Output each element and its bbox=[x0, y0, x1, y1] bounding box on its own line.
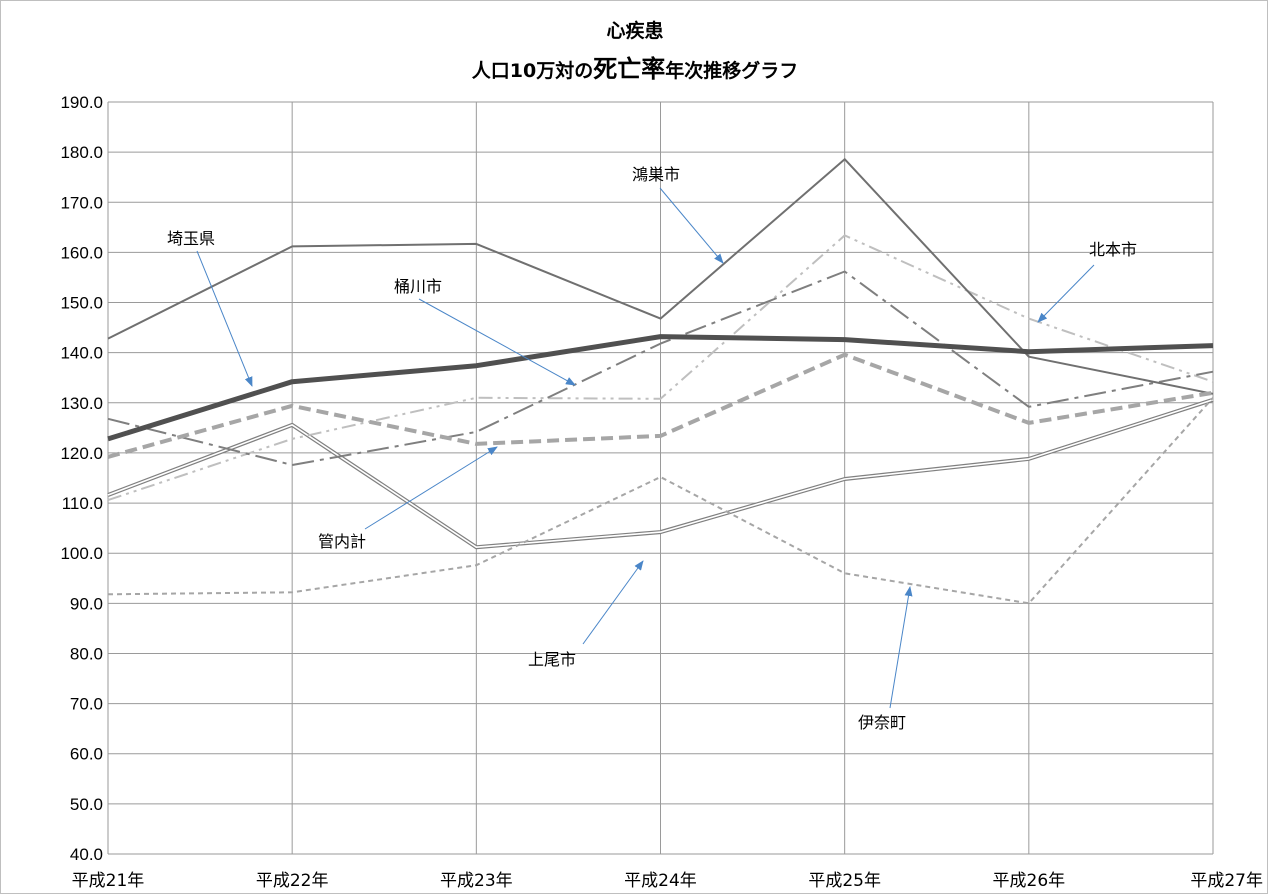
y-axis: 40.0 50.0 60.0 70.0 80.0 90.0 100.0 110.0 120.0 1… bbox=[60, 93, 103, 864]
annotation-label: 鴻巣市 bbox=[632, 165, 680, 184]
chart-title-line2: 人口10万対の死亡率年次推移グラフ bbox=[472, 55, 798, 83]
x-tick-label: 平成23年 bbox=[440, 871, 513, 891]
y-tick-label: 180.0 bbox=[60, 143, 103, 162]
x-tick-label: 平成24年 bbox=[624, 871, 697, 891]
series-line bbox=[107, 352, 1214, 459]
chart-title-line1: 心疾患 bbox=[606, 19, 663, 42]
series-s4f0a5948753a bbox=[107, 397, 1214, 605]
annotation-arrow bbox=[659, 187, 724, 264]
series-line bbox=[107, 270, 1214, 466]
title-suffix: 年次推移グラフ bbox=[665, 59, 798, 82]
title-prefix: 人口10万対の bbox=[472, 59, 593, 82]
y-tick-label: 90.0 bbox=[70, 594, 103, 613]
x-tick-label: 平成27年 bbox=[1190, 871, 1263, 891]
series-lines bbox=[107, 158, 1214, 605]
x-tick-label: 平成26年 bbox=[993, 871, 1066, 891]
annotation-arrow bbox=[418, 298, 576, 386]
title-emphasis: 死亡率 bbox=[593, 55, 665, 83]
y-tick-label: 170.0 bbox=[60, 193, 103, 212]
y-tick-label: 60.0 bbox=[70, 745, 103, 764]
x-tick-label: 平成21年 bbox=[72, 871, 145, 891]
annotation-label: 桶川市 bbox=[394, 277, 442, 296]
grid bbox=[107, 101, 1214, 855]
y-tick-label: 150.0 bbox=[60, 294, 103, 313]
y-tick-label: 190.0 bbox=[60, 93, 103, 112]
annotation-label: 伊奈町 bbox=[858, 713, 906, 732]
annotation-arrow bbox=[196, 250, 253, 387]
y-tick-label: 70.0 bbox=[70, 695, 103, 714]
annotation-label: 埼玉県 bbox=[167, 229, 215, 248]
series-s7ba151858a08 bbox=[107, 352, 1214, 459]
y-tick-label: 40.0 bbox=[70, 845, 103, 864]
series-line bbox=[107, 234, 1214, 502]
series-line-inner bbox=[107, 399, 1214, 549]
annotation-label: 管内計 bbox=[318, 532, 366, 551]
annotation-arrows bbox=[196, 187, 1095, 709]
series-s68765ddd5e02 bbox=[107, 270, 1214, 466]
series-line bbox=[107, 158, 1214, 395]
y-tick-label: 80.0 bbox=[70, 644, 103, 663]
series-s5317672c5e02 bbox=[107, 234, 1214, 502]
x-axis: 平成21年 平成22年 平成23年 平成24年 平成25年 平成26年 平成27年 bbox=[72, 871, 1263, 891]
y-tick-label: 100.0 bbox=[60, 544, 103, 563]
annotation-arrow bbox=[889, 586, 913, 709]
series-s4e0a5c3e5e02 bbox=[107, 397, 1214, 550]
series-s9d3b5de35e02 bbox=[107, 158, 1214, 395]
series-line bbox=[107, 397, 1214, 605]
annotation-label: 上尾市 bbox=[528, 650, 576, 669]
annotation-arrow bbox=[1037, 264, 1095, 323]
series-line bbox=[107, 334, 1214, 442]
y-tick-label: 110.0 bbox=[62, 494, 103, 513]
series-s57fc7389770c bbox=[107, 334, 1214, 442]
x-tick-label: 平成22年 bbox=[256, 871, 329, 891]
y-tick-label: 130.0 bbox=[60, 394, 103, 413]
annotation-arrow bbox=[364, 446, 498, 530]
y-tick-label: 120.0 bbox=[60, 444, 103, 463]
x-tick-label: 平成25年 bbox=[808, 871, 881, 891]
annotation-label: 北本市 bbox=[1089, 240, 1137, 259]
annotation-arrow bbox=[582, 560, 644, 645]
y-tick-label: 140.0 bbox=[60, 344, 103, 363]
y-tick-label: 50.0 bbox=[70, 795, 103, 814]
y-tick-label: 160.0 bbox=[60, 243, 103, 262]
